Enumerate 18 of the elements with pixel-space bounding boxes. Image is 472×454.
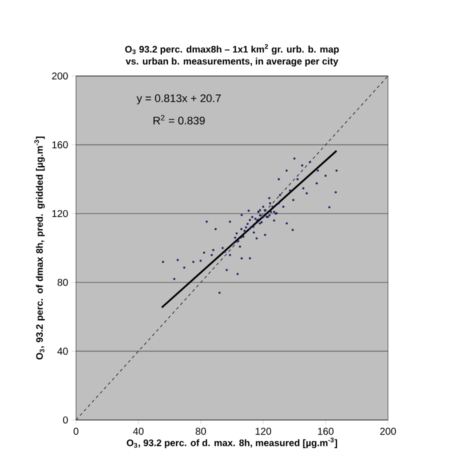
chart-subtitle: vs. urban b. measurements, in average per city	[126, 58, 338, 66]
y-tick-label: 40	[57, 348, 68, 355]
x-tick-label: 40	[133, 428, 144, 435]
x-axis-title: O$_{3}$, 93.2 perc. of d. max. 8h, measured [µg.m$^{-3}$]	[126, 438, 338, 448]
x-tick-label: 80	[196, 428, 206, 435]
y-tick-label: 200	[52, 72, 68, 80]
x-tick-label: 160	[318, 428, 334, 435]
x-tick-label: 120	[256, 428, 272, 435]
x-tick-label: 0	[74, 428, 78, 435]
annotation: R$^{2}$ = 0.839	[154, 115, 205, 124]
y-tick-label: 80	[58, 278, 68, 286]
y-tick-label: 160	[52, 141, 68, 148]
annotation: y = 0.813x + 20.7	[136, 94, 221, 104]
y-tick-label: 0	[63, 416, 68, 424]
y-tick-label: 120	[52, 210, 68, 218]
x-tick-label: 200	[380, 428, 396, 435]
y-axis-title: O$_{3}$, 93.2 perc. of dmax 8h, pred. gridded [µg.m$^{-3}$]	[34, 136, 45, 360]
chart-title: O$_{3}$ 93.2 perc. dmax8h – 1x1 km$^{2}$ gr. urb. b. map	[125, 44, 339, 55]
